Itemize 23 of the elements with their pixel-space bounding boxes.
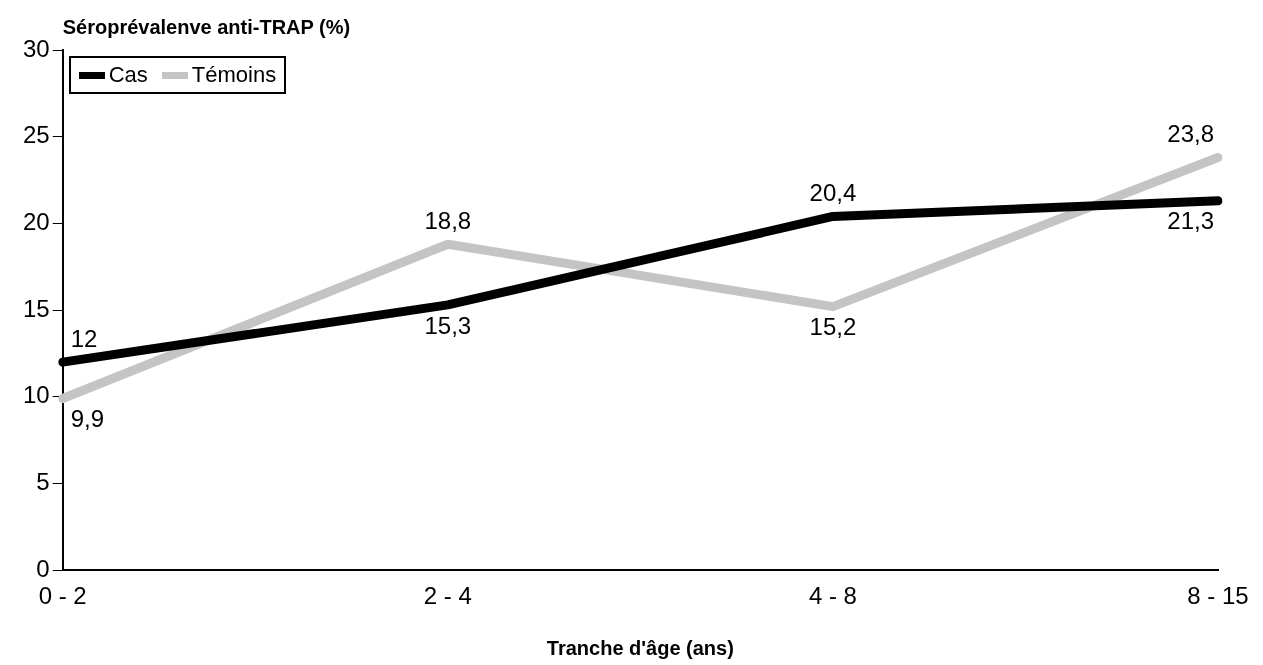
data-label: 21,3 — [1167, 207, 1214, 235]
y-tick-label: 15 — [22, 294, 50, 322]
x-tick-label: 8 - 15 — [1187, 582, 1249, 610]
y-tick-label: 20 — [22, 208, 50, 236]
x-tick-label: 0 - 2 — [38, 582, 87, 610]
y-tick-label: 5 — [36, 468, 50, 496]
data-label: 23,8 — [1167, 120, 1214, 148]
y-tick-label: 25 — [22, 121, 50, 149]
x-tick-label: 2 - 4 — [423, 582, 472, 610]
data-label: 15,3 — [424, 311, 472, 339]
x-axis-title: Tranche d'âge (ans) — [546, 636, 734, 659]
y-tick-label: 30 — [22, 34, 50, 62]
data-label: 9,9 — [70, 405, 105, 433]
x-tick-label: 4 - 8 — [808, 582, 857, 610]
data-label: 15,2 — [809, 313, 857, 341]
legend-label: Cas — [108, 62, 148, 88]
legend-label: Témoins — [191, 62, 277, 88]
data-label: 18,8 — [424, 206, 472, 234]
y-tick-label: 0 — [36, 554, 50, 582]
y-tick-label: 10 — [22, 381, 50, 409]
data-label: 12 — [70, 324, 98, 352]
data-label: 20,4 — [809, 179, 857, 207]
y-axis-title: Séroprévalenve anti-TRAP (%) — [62, 15, 351, 38]
